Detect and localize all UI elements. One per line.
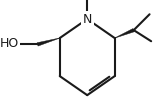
Text: HO: HO <box>0 37 19 50</box>
Polygon shape <box>37 38 60 46</box>
Text: N: N <box>82 13 92 26</box>
Polygon shape <box>115 29 134 38</box>
